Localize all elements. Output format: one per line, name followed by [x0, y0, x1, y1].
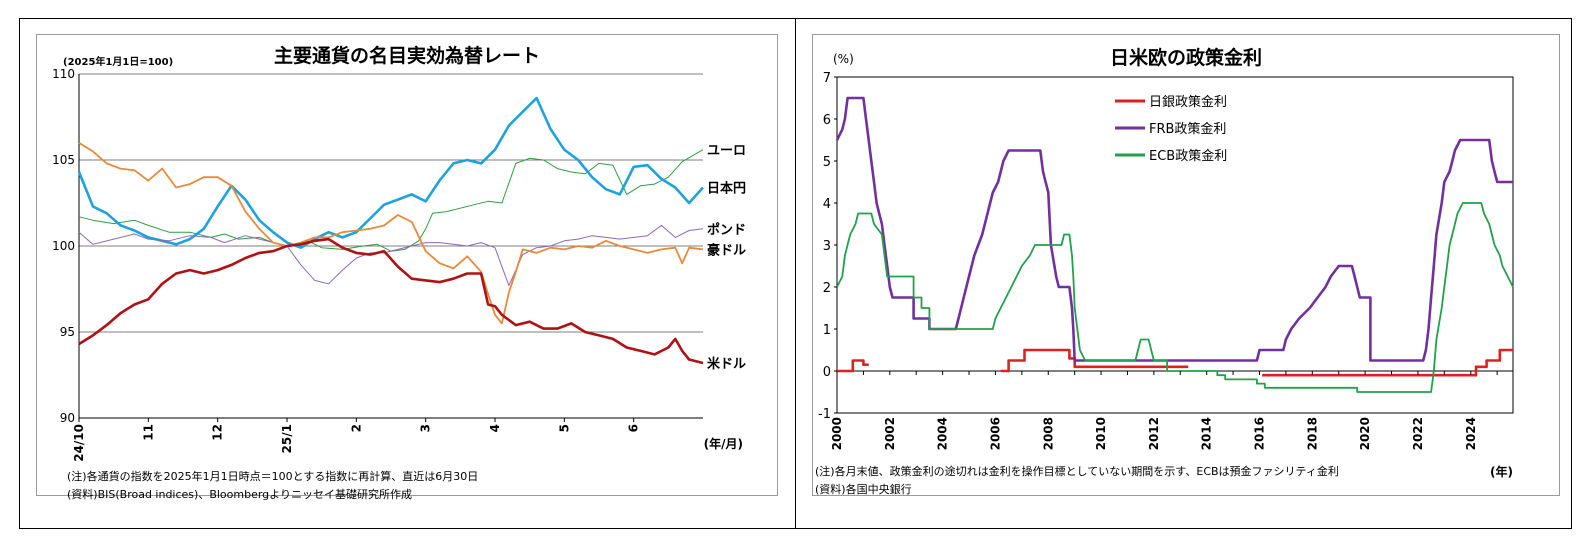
policy-y-tick-label: 0 — [823, 365, 831, 380]
policy-legend-label: ECB政策金利 — [1149, 148, 1227, 164]
fx-x-tick-label: 6 — [627, 424, 641, 432]
policy-chart-title: 日米欧の政策金利 — [1110, 46, 1262, 69]
policy-y-tick-label: 2 — [823, 281, 831, 296]
fx-x-tick-label: 11 — [141, 424, 155, 441]
fx-series-1-line — [78, 149, 704, 252]
fx-series-4-line — [78, 142, 704, 325]
policy-y-tick-label: 1 — [823, 323, 831, 338]
policy-rate-chart-panel: 日米欧の政策金利 (%) (年) -1 0 1 2 3 4 5 6 7 2000 2002 2004 2… — [812, 34, 1560, 496]
fx-unit-label: (2025年1月1日=100) — [63, 55, 173, 68]
policy-y-tick-label: 4 — [823, 197, 831, 212]
policy-note: (注)各月末値、政策金利の途切れは金利を操作目標としていない期間を示す、ECBは… — [815, 465, 1339, 478]
policy-x-tick-label: 2012 — [1147, 417, 1161, 450]
policy-x-tick-label: 2002 — [883, 417, 897, 450]
policy-y-tick-label: -1 — [818, 407, 831, 422]
policy-x-tick-label: 2010 — [1094, 417, 1108, 450]
policy-x-tick-label: 2018 — [1305, 417, 1319, 450]
fx-x-axis-label: (年/月) — [704, 436, 743, 451]
fx-x-tick-label: 4 — [488, 424, 502, 432]
policy-notes: (注)各月末値、政策金利の途切れは金利を操作目標としていない期間を示す、ECBは… — [815, 463, 1339, 499]
fx-y-tick-label: 90 — [60, 411, 75, 425]
policy-legend-label: FRB政策金利 — [1149, 121, 1226, 137]
policy-x-tick-label: 2014 — [1200, 417, 1214, 450]
policy-series-2-line — [835, 96, 1513, 362]
fx-series-5-label: 米ドル — [707, 356, 746, 372]
fx-chart: 主要通貨の名目実効為替レート (2025年1月1日=100) (年/月) 90 9… — [52, 44, 746, 462]
policy-series-1-line — [1000, 348, 1189, 373]
policy-rate-chart: 日米欧の政策金利 (%) (年) -1 0 1 2 3 4 5 6 7 2000 2002 2004 2… — [818, 46, 1514, 479]
fx-y-tick-label: 105 — [52, 153, 75, 167]
policy-series-1-line — [1262, 348, 1513, 377]
fx-series-5-line — [78, 237, 704, 365]
policy-x-tick-label: 2024 — [1464, 417, 1478, 450]
policy-x-tick-label: 2006 — [988, 417, 1002, 450]
fx-x-tick-label: 3 — [419, 424, 433, 432]
fx-source: (資料)BIS(Broad indices)、Bloombergよりニッセイ基礎… — [67, 488, 412, 501]
fx-series-3-label: ポンド — [707, 222, 746, 238]
fx-x-tick-label: 24/10 — [72, 424, 86, 462]
policy-x-tick-label: 2004 — [936, 417, 950, 450]
policy-y-tick-label: 5 — [823, 155, 831, 170]
fx-series-2-label: 日本円 — [707, 181, 746, 197]
policy-legend-label: 日銀政策金利 — [1149, 94, 1227, 110]
fx-x-tick-label: 5 — [557, 424, 571, 432]
fx-notes: (注)各通貨の指数を2025年1月1日時点＝100とする指数に再計算、直近は6月… — [67, 468, 478, 504]
fx-y-tick-label: 100 — [52, 239, 75, 253]
fx-x-tick-label: 12 — [211, 424, 225, 441]
policy-x-tick-label: 2000 — [830, 417, 844, 450]
figure-divider — [795, 18, 796, 529]
policy-x-tick-label: 2022 — [1411, 417, 1425, 450]
policy-x-tick-label: 2020 — [1358, 417, 1372, 450]
fx-y-tick-label: 95 — [60, 325, 75, 339]
policy-series-1-line — [837, 359, 869, 373]
fx-chart-title: 主要通貨の名目実効為替レート — [274, 44, 540, 67]
policy-y-tick-label: 7 — [823, 71, 831, 86]
policy-source: (資料)各国中央銀行 — [815, 483, 912, 496]
fx-series-1-label: ユーロ — [707, 144, 746, 159]
fx-chart-panel: 主要通貨の名目実効為替レート (2025年1月1日=100) (年/月) 90 9… — [36, 34, 778, 501]
fx-series-3-line — [78, 224, 704, 287]
policy-y-tick-label: 3 — [823, 239, 831, 254]
fx-series-2-line — [77, 96, 704, 249]
policy-x-axis-label: (年) — [1490, 464, 1513, 479]
fx-note: (注)各通貨の指数を2025年1月1日時点＝100とする指数に再計算、直近は6月… — [67, 470, 479, 483]
fx-y-tick-label: 110 — [52, 67, 75, 81]
fx-x-tick-label: 2 — [349, 424, 363, 432]
fx-series-4-label: 豪ドル — [707, 242, 746, 258]
fx-x-tick-label: 25/1 — [280, 424, 294, 453]
policy-x-tick-label: 2008 — [1041, 417, 1055, 450]
policy-unit-label: (%) — [833, 52, 854, 66]
policy-x-tick-label: 2016 — [1253, 417, 1267, 450]
policy-y-tick-label: 6 — [823, 113, 831, 128]
policy-series-3-line — [836, 202, 1514, 393]
